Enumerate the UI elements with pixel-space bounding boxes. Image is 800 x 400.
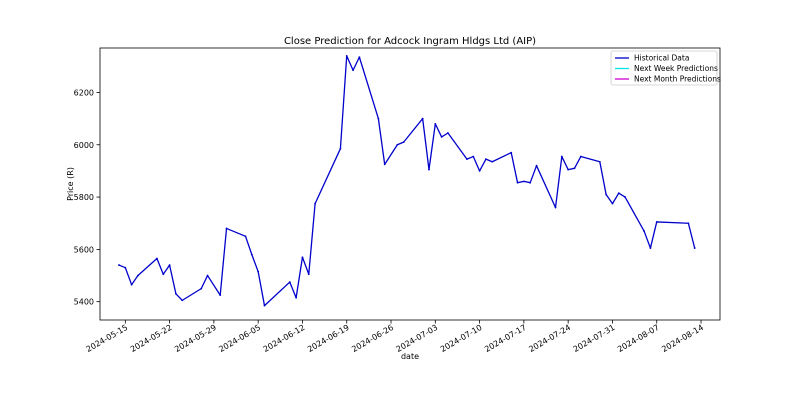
data-point: [358, 56, 361, 59]
data-point: [554, 206, 557, 209]
data-point: [263, 304, 266, 307]
data-point: [257, 270, 260, 273]
plot-frame: [99, 47, 721, 321]
x-axis-label: date: [401, 352, 419, 361]
data-point: [643, 230, 645, 232]
data-point: [466, 158, 468, 161]
data-point: [693, 247, 696, 249]
data-point: [624, 196, 626, 198]
data-point: [655, 221, 658, 223]
data-point: [434, 122, 437, 125]
data-point: [288, 281, 291, 283]
data-point: [118, 264, 120, 266]
legend-box: [610, 50, 718, 86]
data-point: [428, 168, 430, 171]
data-point: [649, 247, 652, 249]
data-point: [345, 54, 348, 57]
data-point: [687, 222, 690, 225]
y-tick-label: 6000: [74, 141, 94, 150]
data-point: [485, 158, 487, 161]
data-point: [478, 170, 481, 172]
data-point: [250, 253, 253, 256]
data-point: [491, 160, 494, 163]
data-point: [605, 193, 608, 196]
chart-title: Close Prediction for Adcock Ingram Hldgs…: [284, 36, 536, 47]
data-point: [510, 151, 513, 154]
y-tick-label: 6200: [74, 88, 94, 97]
data-point: [352, 69, 354, 72]
data-point: [339, 147, 342, 150]
data-point: [472, 155, 475, 158]
data-point: [181, 299, 184, 302]
data-point: [156, 257, 158, 260]
data-point: [130, 283, 133, 286]
data-point: [560, 155, 563, 158]
data-point: [516, 181, 519, 184]
data-point: [295, 296, 298, 299]
data-point: [535, 164, 538, 167]
data-point: [447, 132, 449, 134]
y-tick-label: 5600: [74, 245, 94, 254]
legend-label-3: Next Month Predictions: [634, 75, 721, 84]
data-point: [124, 266, 127, 269]
data-point: [377, 117, 380, 120]
plot-area: [118, 54, 696, 307]
data-point: [162, 273, 165, 276]
data-point: [225, 227, 228, 230]
data-point: [573, 167, 576, 170]
data-point: [617, 192, 620, 195]
data-point: [529, 181, 532, 184]
y-tick-label: 5800: [74, 193, 94, 202]
data-point: [314, 202, 316, 205]
legend-label-1: Historical Data: [634, 54, 689, 63]
data-point: [307, 273, 310, 276]
data-point: [396, 143, 399, 146]
data-point: [244, 235, 247, 238]
data-point: [598, 160, 601, 163]
y-axis: 5400 5600 5800 6000 6200: [74, 88, 100, 307]
data-point: [175, 292, 177, 295]
data-point: [219, 294, 222, 297]
y-tick-label: 5400: [74, 298, 94, 307]
data-point: [206, 274, 209, 277]
data-point: [168, 264, 171, 266]
y-axis-label: Price (R): [66, 167, 75, 201]
data-point: [579, 155, 582, 158]
series-line-1: [118, 55, 696, 307]
data-point: [567, 168, 570, 171]
data-point: [611, 202, 614, 205]
data-point: [383, 163, 386, 166]
data-point: [402, 141, 405, 144]
legend-label-2: Next Week Predictions: [634, 64, 718, 73]
data-point: [440, 136, 443, 138]
data-point: [522, 180, 525, 183]
data-point: [421, 117, 424, 120]
data-point: [301, 256, 304, 259]
data-point: [137, 274, 139, 277]
data-point: [200, 287, 203, 290]
